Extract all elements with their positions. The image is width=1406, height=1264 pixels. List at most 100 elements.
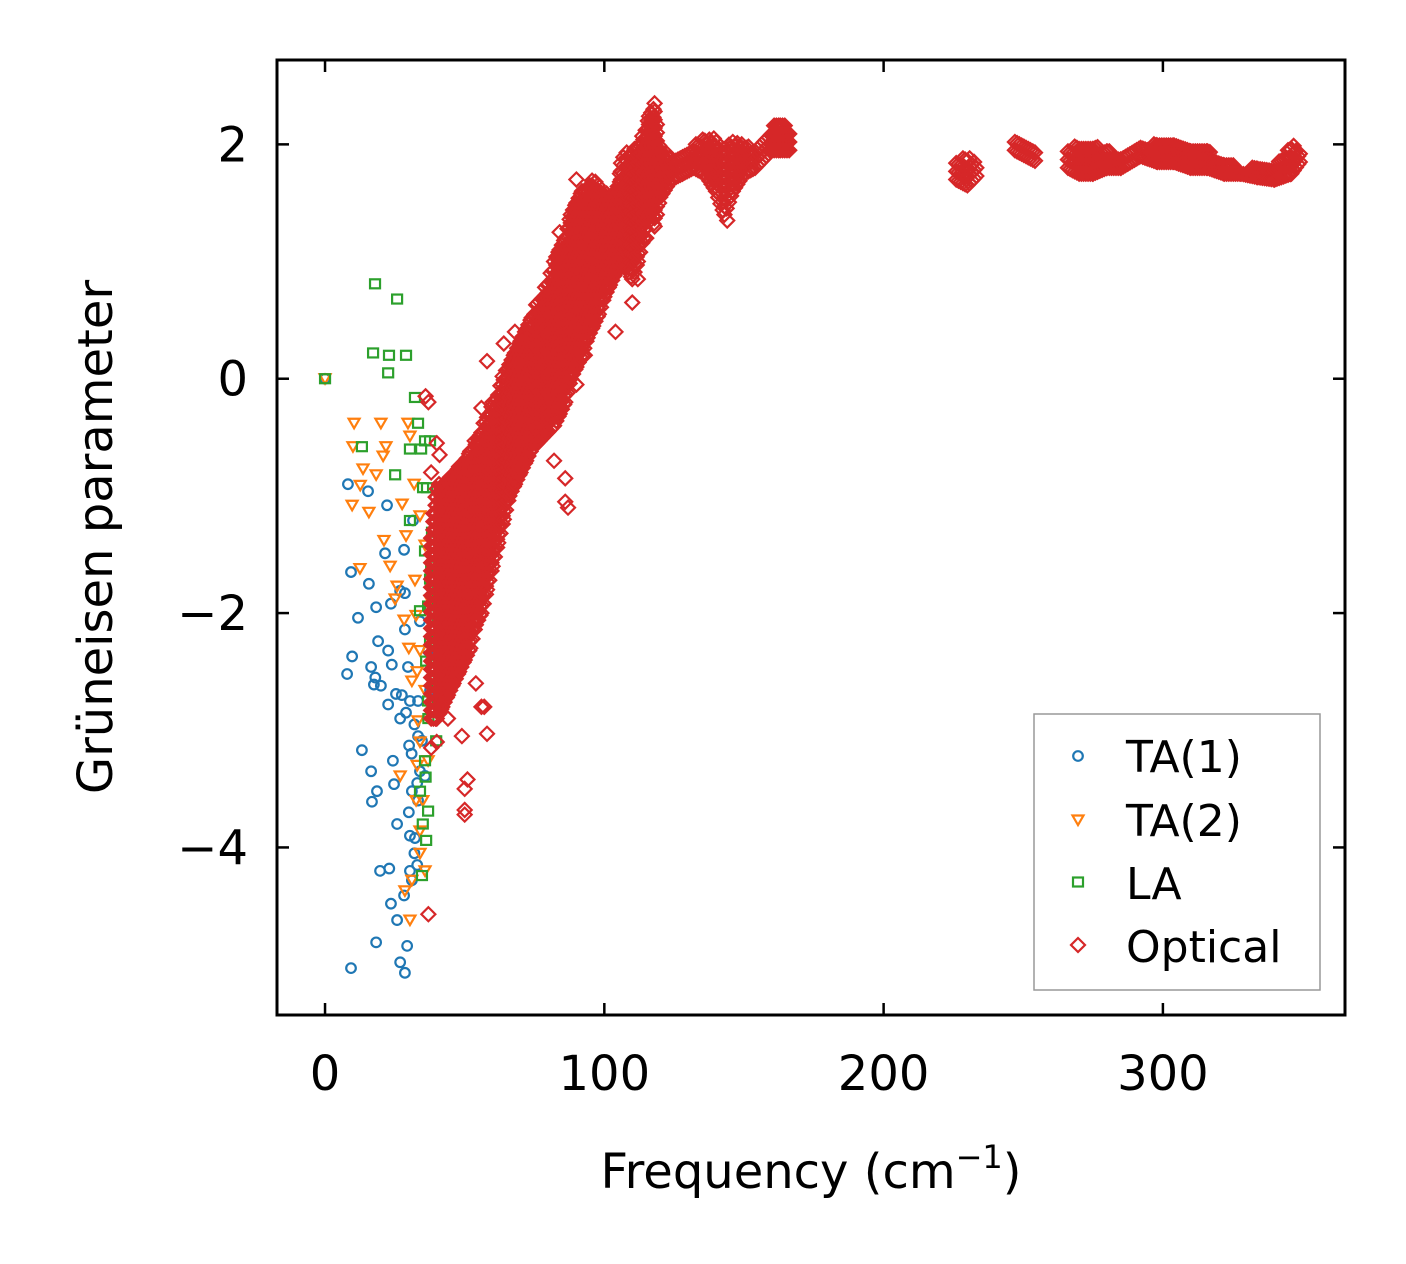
ta1-point <box>390 688 402 700</box>
optical-point <box>422 739 440 757</box>
optical-point <box>480 571 498 589</box>
la-point <box>389 469 402 481</box>
la-point <box>403 443 417 455</box>
optical-point <box>967 167 985 185</box>
ta1-point <box>370 601 383 614</box>
ta1-point <box>383 862 396 875</box>
ta1-point <box>372 635 385 648</box>
optical-point <box>486 548 504 566</box>
optical-point <box>778 125 796 143</box>
plot-frame <box>275 58 1347 1017</box>
ta1-point <box>366 795 378 808</box>
ta1-point <box>405 747 418 760</box>
la-point <box>416 818 429 830</box>
series-ta1 <box>319 372 436 979</box>
la-point <box>366 347 380 359</box>
optical-point <box>718 211 736 230</box>
la-point <box>390 293 404 305</box>
ta1-point <box>365 765 378 778</box>
optical-point <box>472 698 490 716</box>
optical-point <box>422 463 440 482</box>
ta2-point <box>402 914 418 928</box>
ta2-point <box>378 441 394 454</box>
ta1-point <box>368 678 380 691</box>
ta2-point <box>412 825 428 839</box>
ta1-point <box>381 499 393 512</box>
optical-point <box>556 469 574 487</box>
ta2-point <box>412 644 428 658</box>
ta1-point <box>345 962 357 975</box>
ta1-point <box>385 897 397 910</box>
optical-point <box>558 384 577 402</box>
optical-point <box>780 125 798 143</box>
y-tick-label: −4 <box>177 820 248 876</box>
ta1-point <box>346 650 359 663</box>
ta2-point <box>400 417 416 431</box>
ta1-point <box>391 914 403 926</box>
la-point <box>382 367 395 379</box>
optical-point <box>506 323 524 341</box>
y-tick-label: −2 <box>177 586 248 642</box>
optical-point <box>559 499 577 517</box>
ta2-point <box>407 574 423 588</box>
optical-point <box>551 223 569 241</box>
optical-point <box>478 352 496 370</box>
series-optical <box>417 94 1309 923</box>
la-point <box>415 869 429 882</box>
legend-marker-optical <box>1069 936 1087 954</box>
ta1-point <box>391 818 403 830</box>
optical-point <box>419 905 437 923</box>
ta2-point <box>398 530 414 543</box>
optical-point <box>780 141 798 159</box>
ta2-point <box>406 478 422 492</box>
x-tick-label: 100 <box>559 1046 651 1102</box>
ta1-point <box>382 698 395 711</box>
ta1-point <box>369 671 382 684</box>
ta1-point <box>382 644 395 657</box>
la-point <box>355 441 369 453</box>
legend-label-ta2: TA(2) <box>1125 796 1242 847</box>
la-point <box>419 771 432 783</box>
optical-point <box>646 217 664 235</box>
data-marks <box>317 94 1309 979</box>
la-point <box>413 785 427 797</box>
optical-point <box>439 709 457 728</box>
ta1-point <box>399 966 411 979</box>
legend-label-ta1: TA(1) <box>1125 732 1242 783</box>
x-tick-label: 200 <box>838 1046 930 1102</box>
legend-label-la: LA <box>1126 859 1182 910</box>
optical-point <box>478 581 496 599</box>
optical-point <box>637 229 655 247</box>
optical-point <box>556 393 574 411</box>
ta1-point <box>395 689 408 702</box>
ta1-point <box>379 547 391 560</box>
optical-point <box>419 393 437 411</box>
optical-point <box>484 557 502 575</box>
y-axis-label: Grüneisen parameter <box>68 280 124 795</box>
optical-point <box>634 229 652 247</box>
axis-ticks: 0 100 200 300 2 0 −2 −4 <box>177 60 1345 1102</box>
ta2-point <box>404 675 420 689</box>
ta1-point <box>374 679 387 692</box>
y-tick-label: 0 <box>217 352 248 408</box>
ta2-point <box>404 874 420 888</box>
ta2-point <box>402 430 418 444</box>
ta2-point <box>392 770 408 784</box>
optical-point <box>629 270 647 288</box>
optical-point <box>1026 144 1044 162</box>
ta2-point <box>355 463 371 477</box>
optical-point <box>430 446 449 464</box>
ta1-point <box>398 543 410 556</box>
optical-point <box>472 604 490 622</box>
ta1-point <box>385 658 398 671</box>
optical-point <box>489 534 507 552</box>
optical-point <box>456 801 474 819</box>
ta2-point <box>412 736 428 750</box>
ta1-point <box>398 889 410 902</box>
optical-point <box>576 346 594 364</box>
ta1-point <box>362 577 375 590</box>
optical-point <box>1291 153 1309 171</box>
legend-marker-la <box>1071 876 1085 888</box>
optical-point <box>545 452 563 470</box>
